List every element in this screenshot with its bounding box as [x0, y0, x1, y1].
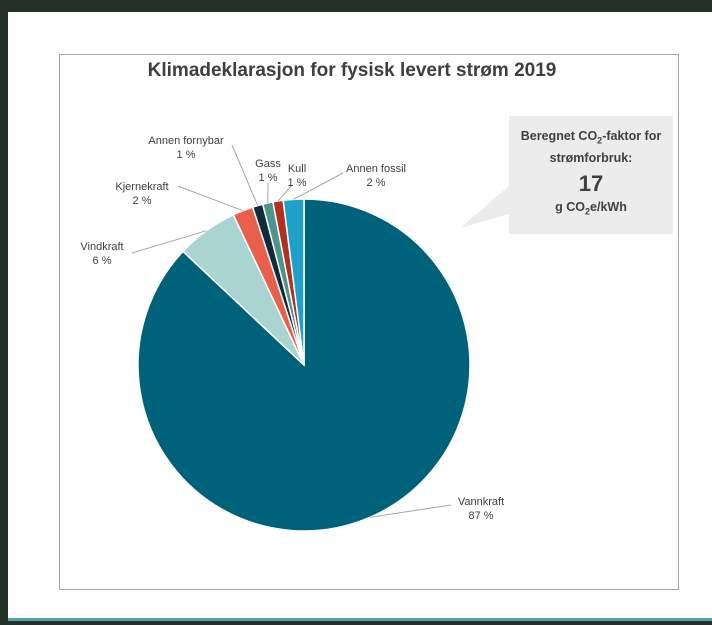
data-label-kull: Kull 1 % [283, 162, 311, 190]
leader-line-annen-fossil [293, 172, 344, 200]
callout-tail [460, 186, 509, 228]
data-label-value: 1 % [287, 177, 307, 189]
data-label-name: Vindkraft [80, 241, 124, 253]
leader-line-kjernekraft [177, 185, 244, 212]
data-label-vannkraft: Vannkraft 87 % [451, 495, 511, 523]
callout-unit-a: g CO [555, 199, 586, 214]
callout-unit-sub: 2 [585, 206, 591, 216]
data-label-name: Kjernekraft [115, 181, 169, 193]
callout-heading-sub: 2 [597, 135, 603, 146]
callout-heading-b: -faktor for [602, 129, 662, 143]
data-label-name: Annen fossil [346, 163, 406, 175]
bottom-rule [8, 618, 712, 621]
callout-unit-b: e/kWh [590, 199, 627, 214]
data-label-name: Annen fornybar [148, 135, 224, 147]
data-label-value: 1 % [176, 149, 196, 161]
chart-title: Klimadeklarasjon for fysisk levert strøm… [147, 60, 557, 81]
data-label-vindkraft: Vindkraft 6 % [72, 240, 132, 268]
plot-area [59, 54, 679, 590]
data-label-value: 87 % [468, 510, 494, 522]
callout-heading-2: strømforbruk: [549, 150, 633, 165]
leader-line-vannkraft [369, 504, 452, 518]
data-label-kjernekraft: Kjernekraft 2 % [106, 180, 178, 208]
data-label-value: 6 % [92, 255, 112, 267]
data-label-annen-fossil: Annen fossil 2 % [343, 162, 409, 190]
data-label-value: 1 % [258, 172, 278, 184]
callout-heading: Beregnet CO2-faktor for strømforbruk: [509, 128, 673, 167]
callout-value: 17 [578, 170, 604, 196]
leader-line-kull [277, 184, 293, 202]
callout-heading-a: Beregnet CO [520, 129, 598, 143]
callout-unit: g CO2e/kWh [509, 200, 673, 217]
data-label-annen-fornybar: Annen fornybar 1 % [138, 134, 234, 162]
data-label-gass: Gass 1 % [251, 157, 285, 185]
leader-line-vindkraft [131, 230, 207, 254]
data-label-value: 2 % [366, 177, 386, 189]
data-label-name: Vannkraft [457, 496, 505, 508]
data-label-name: Kull [287, 163, 307, 175]
co2-callout: Beregnet CO2-faktor for strømforbruk: 17… [509, 116, 673, 234]
data-label-name: Gass [255, 158, 281, 170]
leader-line-annen-fornybar [231, 144, 259, 206]
data-label-value: 2 % [132, 195, 152, 207]
